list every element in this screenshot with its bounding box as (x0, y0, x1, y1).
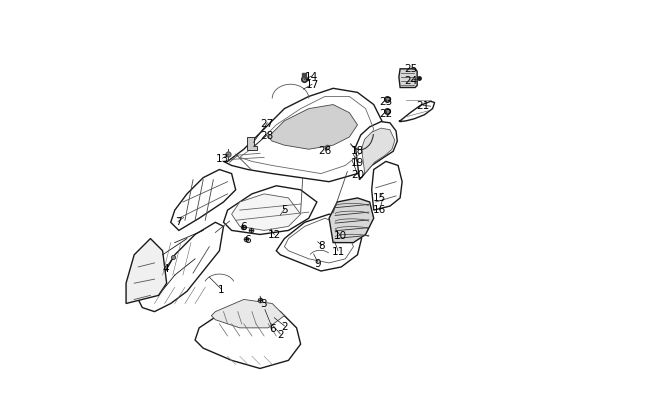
Polygon shape (268, 105, 358, 150)
Text: 7: 7 (175, 217, 181, 227)
Text: 19: 19 (351, 158, 364, 167)
Text: 8: 8 (318, 241, 325, 251)
Text: 18: 18 (351, 145, 364, 155)
Text: 6: 6 (269, 323, 276, 333)
Text: 5: 5 (281, 205, 288, 215)
Polygon shape (126, 239, 166, 304)
Polygon shape (356, 122, 397, 180)
Polygon shape (224, 186, 317, 235)
Text: 24: 24 (404, 76, 418, 86)
Text: 17: 17 (306, 80, 318, 90)
Polygon shape (211, 300, 285, 328)
Text: 16: 16 (373, 205, 387, 215)
Polygon shape (247, 138, 257, 151)
Text: 22: 22 (380, 109, 393, 118)
Text: 6: 6 (244, 235, 251, 245)
Polygon shape (329, 198, 374, 243)
Text: 10: 10 (333, 231, 346, 241)
Text: 6: 6 (240, 221, 247, 231)
Text: 2: 2 (281, 321, 288, 331)
Text: 3: 3 (260, 298, 266, 308)
Text: 15: 15 (373, 193, 387, 202)
Text: 12: 12 (268, 230, 281, 240)
Text: 23: 23 (380, 96, 393, 106)
Text: 21: 21 (417, 101, 430, 111)
Polygon shape (138, 223, 224, 312)
Text: 20: 20 (351, 170, 364, 179)
Text: 13: 13 (216, 154, 229, 164)
Polygon shape (276, 215, 361, 271)
Text: 28: 28 (261, 131, 274, 141)
Text: 2: 2 (277, 329, 283, 339)
Text: 11: 11 (332, 246, 344, 256)
Text: 25: 25 (404, 64, 418, 74)
Text: 14: 14 (305, 72, 318, 82)
Text: 27: 27 (261, 119, 274, 128)
Polygon shape (399, 70, 417, 88)
Polygon shape (171, 170, 236, 231)
Polygon shape (231, 194, 301, 231)
Polygon shape (224, 89, 386, 182)
Text: 4: 4 (162, 263, 169, 273)
Text: 1: 1 (218, 285, 225, 294)
Text: 9: 9 (315, 258, 321, 268)
Polygon shape (399, 102, 435, 122)
Polygon shape (372, 162, 402, 211)
Text: 26: 26 (318, 146, 332, 156)
Polygon shape (361, 129, 395, 174)
Polygon shape (195, 304, 301, 369)
